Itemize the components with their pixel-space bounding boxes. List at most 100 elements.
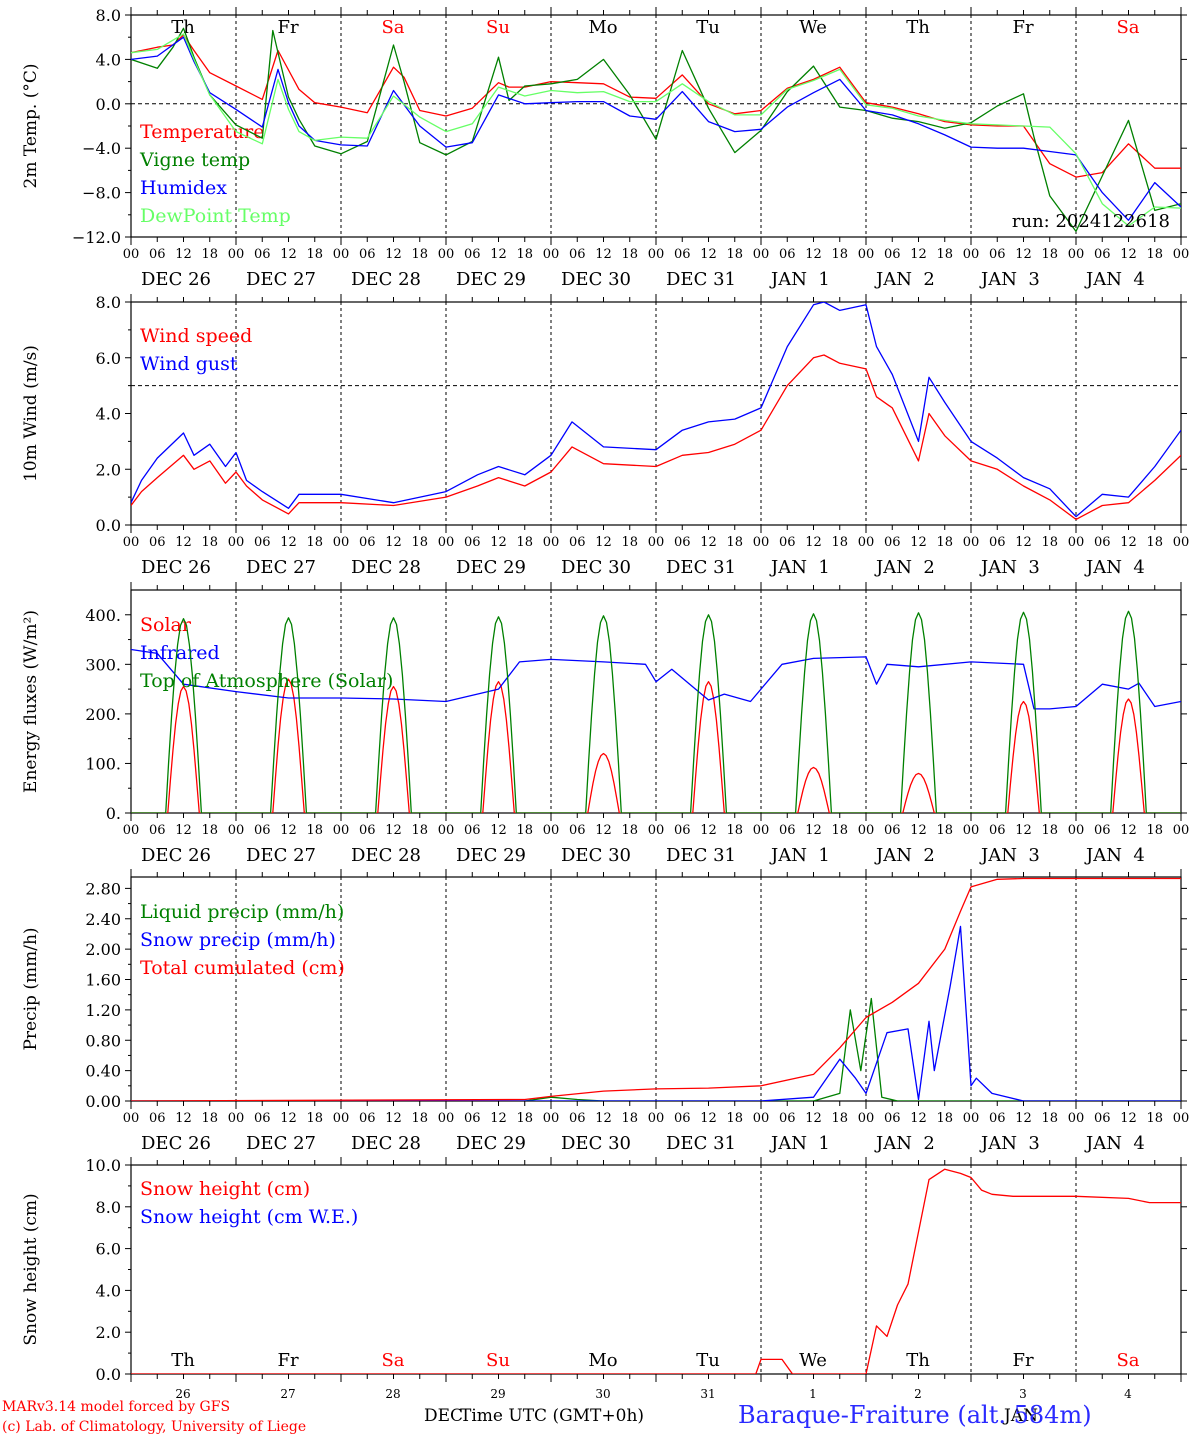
hour-tick-label: 18 (201, 535, 218, 550)
hour-tick-label: 18 (516, 535, 533, 550)
hour-tick-label: 00 (1068, 247, 1085, 262)
y-tick-label: 0.80 (85, 1031, 121, 1050)
hour-tick-label: 06 (359, 535, 376, 550)
legend-entry: Snow height (cm) (140, 1178, 310, 1200)
y-tick-label: 100. (85, 754, 121, 773)
credit-line-2: (c) Lab. of Climatology, University of L… (2, 1419, 307, 1435)
hour-tick-label: 12 (1015, 823, 1032, 838)
date-label: DEC 26 (141, 557, 211, 578)
hour-tick-label: 18 (411, 247, 428, 262)
weekday-label: Th (906, 17, 930, 38)
hour-tick-label: 06 (149, 1111, 166, 1126)
legend-entry: Top of Atmosphere (Solar) (140, 670, 393, 692)
hour-tick-label: 12 (805, 247, 822, 262)
hour-tick-label: 00 (438, 1111, 455, 1126)
weekday-label: Fr (1012, 1350, 1033, 1371)
hour-tick-label: 12 (490, 247, 507, 262)
hour-tick-label: 18 (1146, 535, 1163, 550)
weekday-label: Th (171, 17, 195, 38)
hour-tick-label: 18 (831, 1111, 848, 1126)
hour-tick-label: 12 (910, 535, 927, 550)
hour-tick-label: 06 (254, 823, 271, 838)
y-tick-label: 6.0 (96, 1240, 121, 1259)
hour-tick-label: 18 (201, 247, 218, 262)
hour-tick-label: 18 (621, 823, 638, 838)
date-label: JAN 2 (874, 845, 935, 866)
hour-tick-label: 06 (674, 535, 691, 550)
date-label: DEC 26 (141, 269, 211, 290)
weekday-label: We (799, 17, 827, 38)
date-label: DEC 27 (246, 269, 316, 290)
hour-tick-label: 06 (359, 1111, 376, 1126)
hour-tick-label: 06 (149, 247, 166, 262)
hour-tick-label: 18 (411, 535, 428, 550)
hour-tick-label: 18 (831, 535, 848, 550)
hour-tick-label: 18 (1146, 823, 1163, 838)
hour-tick-label: 06 (989, 535, 1006, 550)
y-tick-label: 2.00 (85, 940, 121, 959)
hour-tick-label: 12 (595, 247, 612, 262)
y-tick-label: 8.0 (96, 293, 121, 312)
hour-tick-label: 00 (228, 823, 245, 838)
y-tick-label: 6.0 (96, 349, 121, 368)
hour-tick-label: 00 (963, 1111, 980, 1126)
hour-tick-label: 00 (438, 535, 455, 550)
weekday-label: Tu (696, 17, 720, 38)
hour-tick-label: 06 (989, 823, 1006, 838)
date-label: DEC 28 (351, 1133, 421, 1154)
panel-4: 0.00 0.40 0.80 1.20 1.60 2.00 2.40 2.80 Precip (… (21, 869, 1189, 1154)
hour-tick-label: 00 (648, 535, 665, 550)
hour-tick-label: 00 (1068, 823, 1085, 838)
series-line-total-cumulated-cm- (131, 877, 1181, 1101)
hour-tick-label: 06 (569, 1111, 586, 1126)
hour-tick-label: 00 (858, 247, 875, 262)
legend-entry: Snow height (cm W.E.) (140, 1206, 358, 1228)
weekday-label: Fr (277, 1350, 298, 1371)
hour-tick-label: 18 (201, 823, 218, 838)
hour-tick-label: 00 (1173, 247, 1190, 262)
date-label: JAN 3 (979, 1133, 1040, 1154)
credit-line-1: MARv3.14 model forced by GFS (2, 1399, 231, 1415)
hour-tick-label: 06 (674, 247, 691, 262)
hour-tick-label: 00 (753, 535, 770, 550)
legend-entry: Humidex (140, 177, 227, 199)
panel-5: 0.0 2.0 4.0 6.0 8.0 10.0 Snow height (cm) Th 26 F… (21, 1156, 1187, 1401)
hour-tick-label: 12 (490, 535, 507, 550)
hour-tick-label: 00 (858, 823, 875, 838)
hour-tick-label: 18 (1041, 247, 1058, 262)
hour-tick-label: 12 (1120, 535, 1137, 550)
date-label: JAN 4 (1084, 845, 1145, 866)
panel-3: 0. 100. 200. 300. 400. Energy fluxes (W/m²) 00… (21, 582, 1189, 866)
day-number-label: 27 (280, 1387, 295, 1401)
hour-tick-label: 18 (621, 247, 638, 262)
hour-tick-label: 18 (726, 535, 743, 550)
hour-tick-label: 12 (490, 823, 507, 838)
date-label: DEC 31 (666, 269, 736, 290)
legend-entry: Total cumulated (cm) (140, 957, 345, 979)
date-label: DEC 30 (561, 845, 631, 866)
station-name: Baraque-Fraiture (alt. 584m) (738, 1401, 1092, 1429)
y-tick-label: 1.60 (85, 971, 121, 990)
weekday-label: We (799, 1350, 827, 1371)
date-label: JAN 2 (874, 269, 935, 290)
hour-tick-label: 06 (989, 1111, 1006, 1126)
date-label: JAN 2 (874, 1133, 935, 1154)
y-tick-label: 200. (85, 705, 121, 724)
series-line-top-of-atmosphere-solar- (131, 610, 1181, 813)
weekday-label: Sa (381, 17, 404, 38)
hour-tick-label: 12 (595, 1111, 612, 1126)
y-tick-label: 10.0 (85, 1156, 121, 1175)
hour-tick-label: 06 (464, 247, 481, 262)
y-tick-label: 8.0 (96, 6, 121, 25)
hour-tick-label: 18 (306, 247, 323, 262)
hour-tick-label: 12 (595, 535, 612, 550)
date-label: DEC 26 (141, 1133, 211, 1154)
y-axis-label: Energy fluxes (W/m²) (21, 610, 41, 793)
hour-tick-label: 12 (1120, 247, 1137, 262)
date-label: JAN 3 (979, 269, 1040, 290)
hour-tick-label: 12 (1120, 1111, 1137, 1126)
date-label: JAN 4 (1084, 557, 1145, 578)
day-number-label: 1 (809, 1387, 817, 1401)
legend-entry: Wind speed (140, 325, 252, 347)
